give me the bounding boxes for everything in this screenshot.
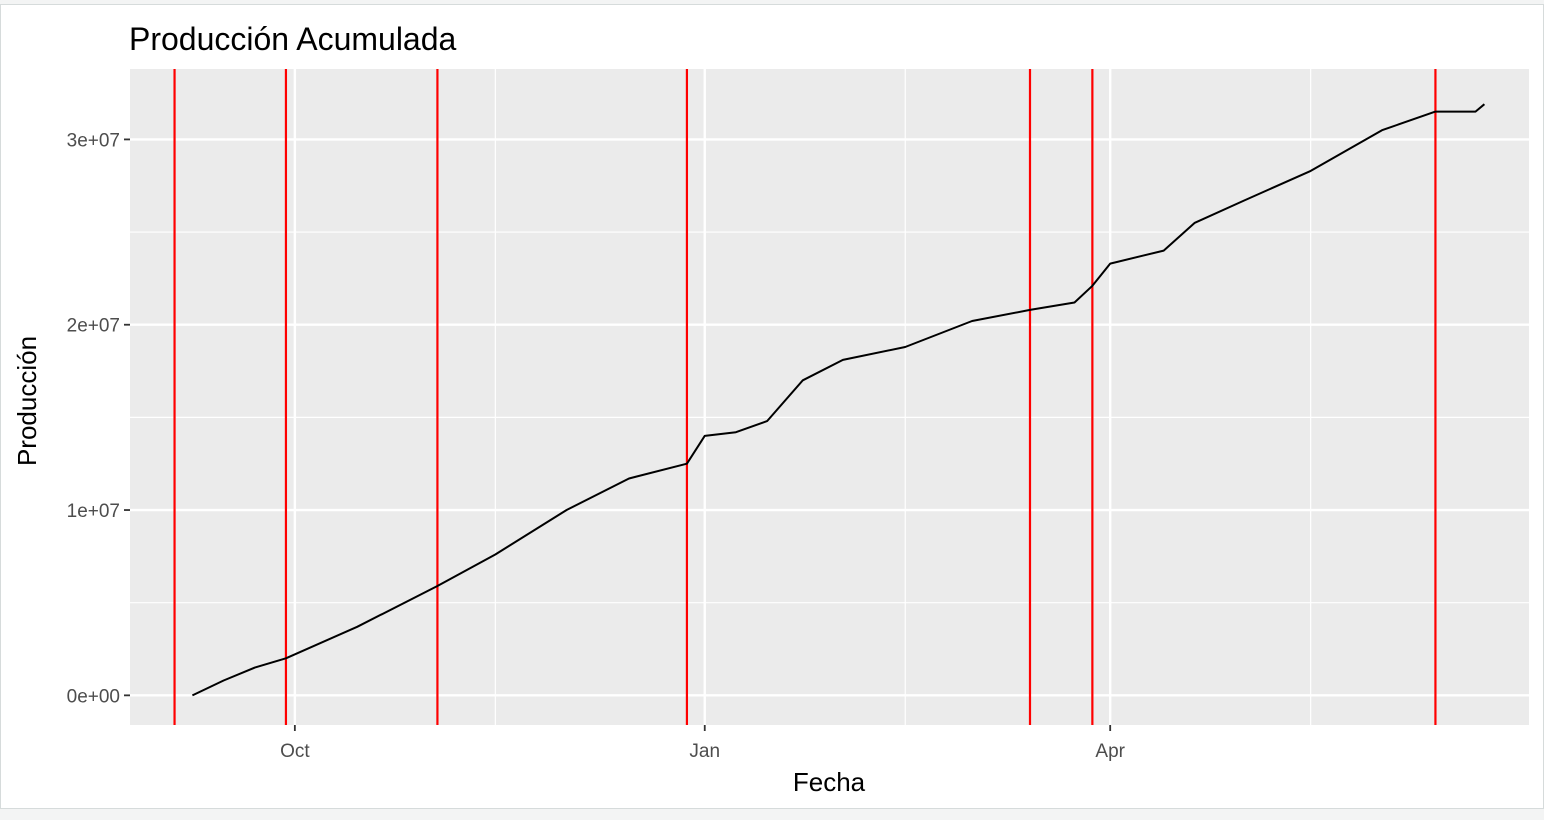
series-layer xyxy=(191,103,1486,697)
x-axis: Oct Jan Apr xyxy=(280,725,1126,762)
plot-panel xyxy=(130,69,1529,725)
major-gridlines xyxy=(130,69,1529,725)
chart-title: Producción Acumulada xyxy=(129,21,457,57)
x-tick-label: Oct xyxy=(280,741,310,762)
reference-lines xyxy=(173,69,1437,725)
chart-svg: Producción Acumulada 0e+00 1e+07 2e+07 3e+0… xyxy=(12,21,1529,797)
x-tick-label: Jan xyxy=(689,741,720,762)
y-tick-label: 0e+00 xyxy=(67,686,120,707)
x-axis-title: Fecha xyxy=(793,767,866,797)
y-axis-title: Producción xyxy=(12,336,42,466)
y-tick-label: 1e+07 xyxy=(67,501,120,522)
chart-frame: Producción Acumulada 0e+00 1e+07 2e+07 3e+0… xyxy=(0,4,1544,809)
y-tick-label: 3e+07 xyxy=(67,130,120,151)
y-axis: 0e+00 1e+07 2e+07 3e+07 xyxy=(67,130,130,707)
cumulative-production-line xyxy=(191,103,1486,697)
y-tick-label: 2e+07 xyxy=(67,316,120,337)
minor-gridlines xyxy=(130,69,1529,725)
x-tick-label: Apr xyxy=(1095,741,1125,762)
